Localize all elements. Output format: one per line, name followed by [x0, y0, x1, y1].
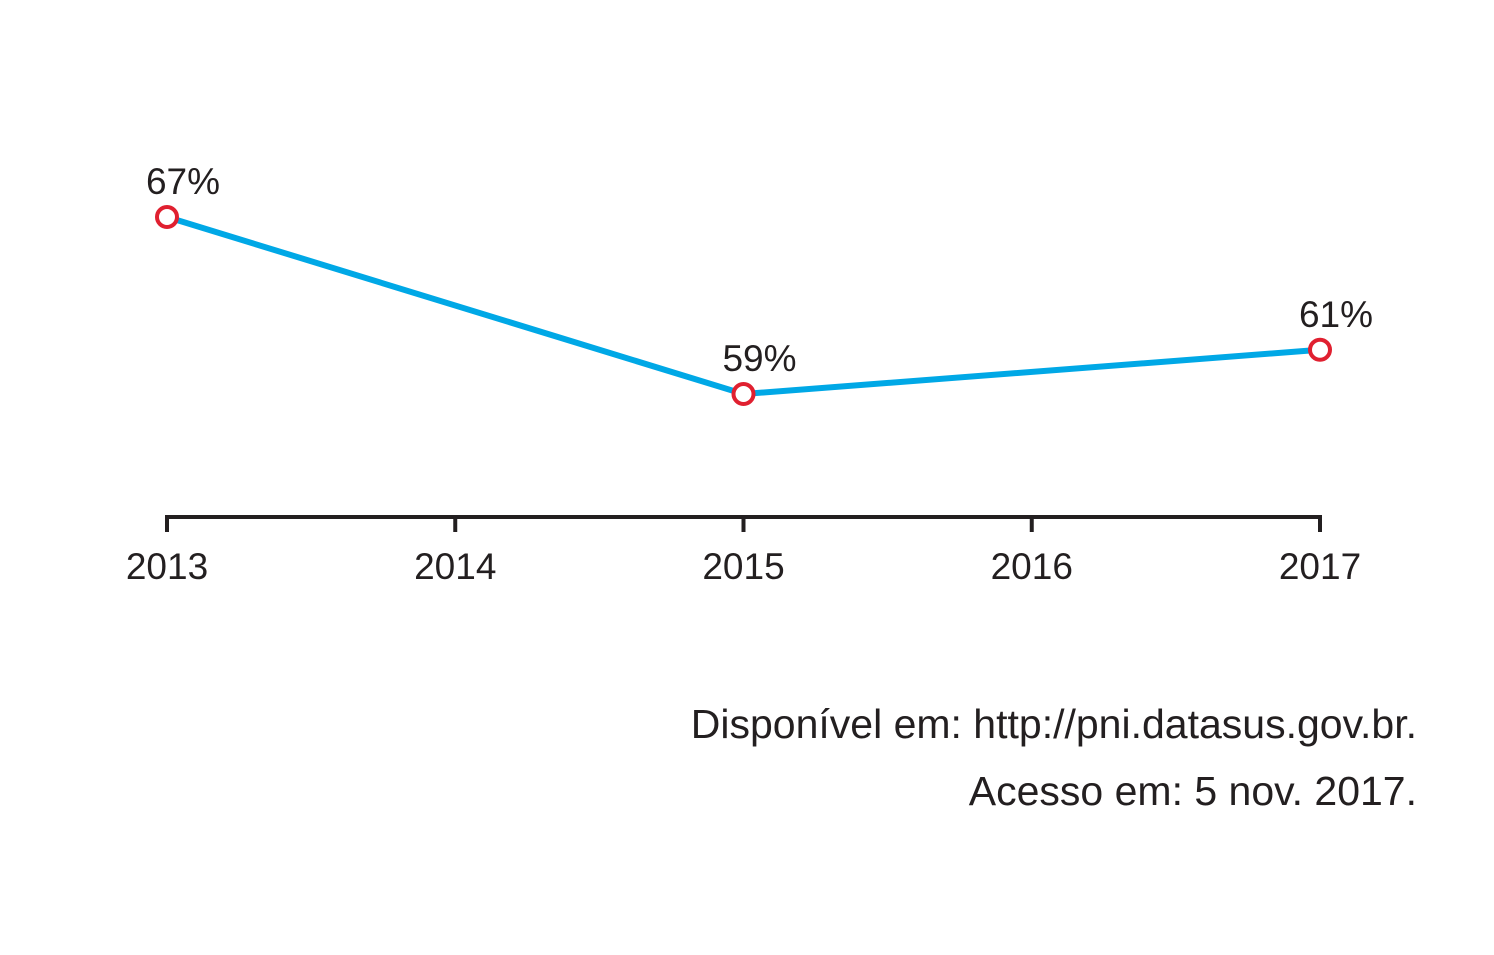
data-label: 61% [1299, 294, 1373, 335]
data-label: 67% [146, 161, 220, 202]
x-tick-label: 2014 [414, 546, 496, 587]
data-label: 59% [722, 338, 796, 379]
x-tick-label: 2013 [126, 546, 208, 587]
data-point [1308, 337, 1332, 362]
x-tick-label: 2016 [991, 546, 1073, 587]
data-point [155, 205, 179, 229]
x-tick-label: 2017 [1279, 546, 1361, 587]
source-line: Acesso em: 5 nov. 2017. [969, 768, 1417, 814]
data-point [731, 382, 756, 406]
source-line: Disponível em: http://pni.datasus.gov.br… [691, 701, 1417, 747]
x-tick-label: 2015 [702, 546, 784, 587]
